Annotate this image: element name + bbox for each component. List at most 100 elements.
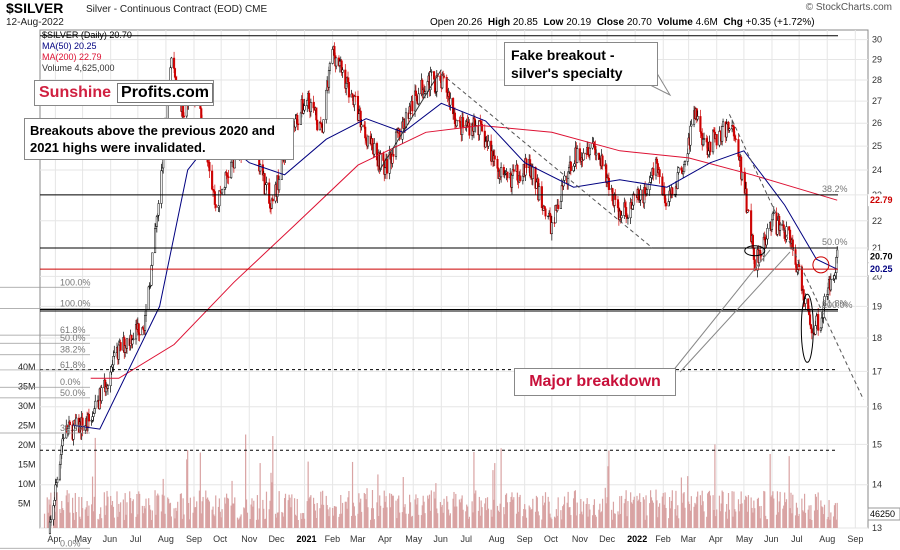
volume-bar [345, 501, 347, 528]
candle-body [468, 122, 471, 136]
candle-body [569, 161, 572, 171]
volume-bar [454, 506, 456, 528]
volume-bar [253, 500, 255, 528]
volume-bar [728, 509, 730, 528]
volume-bar [278, 491, 280, 528]
volume-bar [650, 497, 653, 528]
volume-bar [183, 514, 185, 528]
volume-bar [739, 504, 741, 528]
volume-bar [833, 505, 836, 528]
fib-left-label: 50.0% [60, 333, 86, 343]
volume-bar [528, 505, 530, 528]
volume-bar [220, 517, 222, 528]
volume-bar [592, 515, 594, 528]
volume-bar [164, 513, 166, 528]
volume-bar [826, 519, 828, 528]
volume-bar [759, 518, 761, 528]
volume-bar [816, 509, 818, 528]
volume-bar [206, 497, 209, 528]
volume-bar [525, 517, 528, 528]
volume-bar [827, 516, 829, 528]
volume-bar [125, 514, 127, 528]
volume-bar [782, 508, 784, 528]
candle-body [398, 128, 401, 140]
candle-body [734, 138, 737, 140]
volume-bar [156, 495, 158, 528]
volume-bar [522, 516, 524, 528]
volume-bar [325, 495, 327, 528]
volume-bar [582, 501, 585, 528]
fib-left-label: 100.0% [60, 277, 91, 287]
volume-bar [727, 493, 730, 528]
volume-bar [86, 501, 88, 528]
candle-body [496, 158, 499, 169]
volume-bar [706, 516, 708, 528]
volume-tick-label: 15M [18, 460, 36, 470]
volume-bar [441, 504, 443, 528]
volume-tick-label: 25M [18, 421, 36, 431]
volume-bar [91, 504, 93, 528]
x-tick-label: Apr [47, 534, 61, 544]
candle-body [827, 287, 830, 295]
volume-bar [651, 500, 653, 528]
volume-bar [479, 515, 481, 528]
volume-bar [282, 512, 284, 528]
volume-bar [480, 500, 482, 528]
candle-body [648, 182, 651, 190]
x-tick-label: Aug [489, 534, 505, 544]
volume-bar [326, 505, 328, 528]
volume-bar [703, 511, 705, 528]
volume-bar [219, 511, 221, 528]
candle-body [54, 484, 57, 501]
ma200-line [90, 124, 838, 379]
volume-bar [542, 495, 544, 528]
candle-body [836, 249, 839, 258]
volume-bar [137, 514, 139, 528]
volume-bar [43, 513, 46, 528]
x-tick-label: Sep [517, 534, 533, 544]
volume-bar [557, 497, 559, 528]
volume-bar [180, 493, 182, 528]
x-tick-label: Feb [325, 534, 341, 544]
candle-body [620, 215, 623, 219]
candle-body [817, 314, 820, 331]
volume-bar [649, 490, 652, 528]
volume-bar [179, 493, 182, 528]
volume-bar [683, 492, 685, 528]
volume-bar [347, 497, 349, 528]
volume-bar [554, 517, 557, 528]
volume-bar [322, 504, 325, 528]
candle-body [747, 209, 750, 212]
candle-body [106, 385, 109, 389]
volume-bar [452, 498, 454, 528]
candle-body [683, 161, 687, 165]
candle-body [208, 162, 211, 172]
volume-bar [110, 505, 113, 528]
candle-body [173, 57, 176, 69]
volume-bar [157, 493, 159, 528]
x-tick-label: May [405, 534, 423, 544]
volume-bar [669, 508, 672, 528]
candle-body [689, 125, 692, 146]
volume-bar [66, 490, 68, 528]
volume-bar [112, 506, 114, 528]
volume-bar [389, 507, 392, 528]
volume-bar [302, 512, 304, 528]
volume-bar [110, 495, 112, 528]
close-value: 20.70 [626, 17, 652, 28]
y-tick-label: 26 [872, 118, 882, 128]
volume-bar [766, 519, 769, 528]
volume-bar [757, 497, 759, 528]
volume-bar [340, 495, 342, 528]
candle-body [588, 147, 591, 156]
volume-bar [456, 506, 458, 528]
candle-body [157, 203, 160, 216]
candle-body [259, 164, 262, 172]
volume-bar [499, 503, 501, 528]
volume-bar [429, 510, 432, 528]
volume-bar [740, 491, 742, 528]
volume-bar [252, 506, 254, 528]
volume-bar [792, 494, 794, 528]
volume-bar [384, 501, 386, 528]
volume-bar [754, 508, 756, 528]
